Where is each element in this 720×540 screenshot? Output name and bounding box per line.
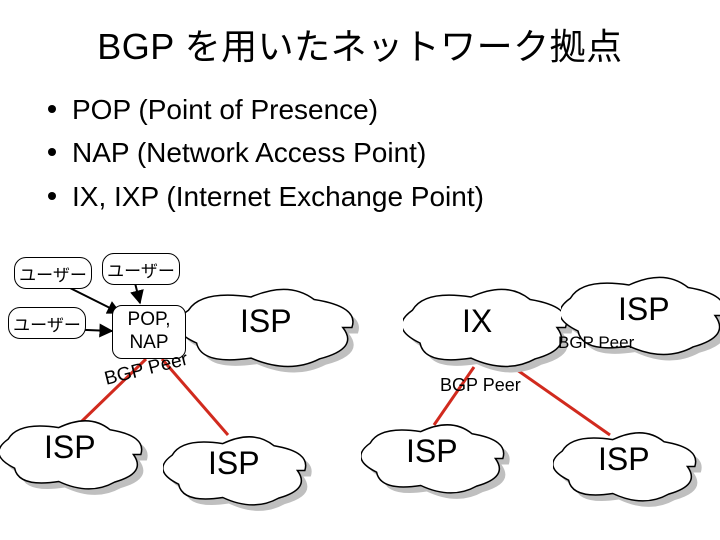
user-node: ユーザー [8,307,86,339]
bullet-item: POP (Point of Presence) [48,88,690,131]
slide-title: BGP を用いたネットワーク拠点 [0,18,720,70]
user-node: ユーザー [102,253,180,285]
edge-label: BGP Peer [440,375,521,396]
cloud-label-isp_bml: ISP [208,445,260,482]
network-diagram: ISPIXISPISPISPISPISPユーザーユーザーユーザーPOP,NAPB… [0,235,720,540]
bullet-dot-icon [48,105,56,113]
cloud-label-isp_bmr: ISP [406,433,458,470]
edge-label: BGP Peer [558,333,634,353]
slide: BGP を用いたネットワーク拠点 POP (Point of Presence)… [0,0,720,540]
bullet-text: POP (Point of Presence) [72,88,378,131]
bullet-text: IX, IXP (Internet Exchange Point) [72,175,484,218]
bullet-text: NAP (Network Access Point) [72,131,426,174]
bullet-dot-icon [48,192,56,200]
cloud-label-ix: IX [462,303,492,340]
bullet-item: NAP (Network Access Point) [48,131,690,174]
cloud-label-isp_br: ISP [598,441,650,478]
bullet-dot-icon [48,148,56,156]
cloud-label-isp_right: ISP [618,291,670,328]
user-node: ユーザー [14,257,92,289]
cloud-label-isp_top: ISP [240,303,292,340]
bullet-list: POP (Point of Presence) NAP (Network Acc… [48,88,690,218]
cloud-label-isp_bl: ISP [44,429,96,466]
bullet-item: IX, IXP (Internet Exchange Point) [48,175,690,218]
